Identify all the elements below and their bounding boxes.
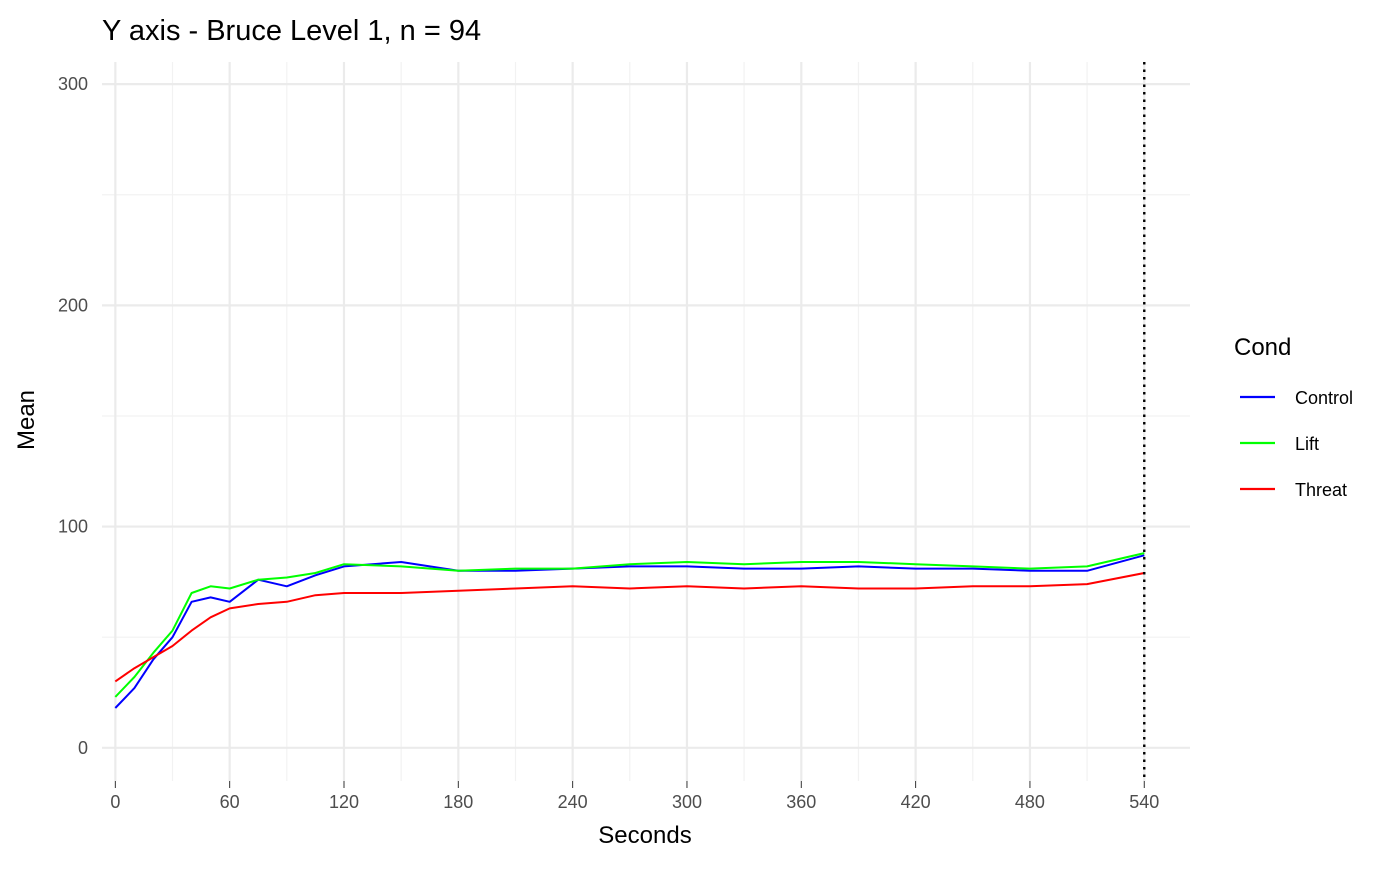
x-tick-label: 360 xyxy=(786,792,816,812)
series-lines xyxy=(114,552,1145,709)
grid xyxy=(102,62,1190,781)
legend: Cond Control Lift Threat xyxy=(1234,334,1353,500)
x-tick-label: 120 xyxy=(329,792,359,812)
x-tick-label: 480 xyxy=(1015,792,1045,812)
series-line-lift xyxy=(114,552,1145,698)
y-tick-label: 0 xyxy=(78,738,88,758)
x-tick-label: 60 xyxy=(220,792,240,812)
x-tick-label: 300 xyxy=(672,792,702,812)
y-tick-label: 300 xyxy=(58,74,88,94)
legend-title: Cond xyxy=(1234,334,1291,361)
x-axis-title: Seconds xyxy=(598,822,691,849)
series-line-threat xyxy=(114,572,1145,683)
axes: 0 100 200 300 0 60 120 180 240 300 360 420 480 540 xyxy=(58,74,1159,812)
x-tick-label: 540 xyxy=(1129,792,1159,812)
legend-label-lift: Lift xyxy=(1295,434,1319,454)
x-tick-label: 240 xyxy=(558,792,588,812)
y-tick-label: 100 xyxy=(58,517,88,537)
y-tick-label: 200 xyxy=(58,295,88,315)
legend-label-control: Control xyxy=(1295,388,1353,408)
chart-title: Y axis - Bruce Level 1, n = 94 xyxy=(102,15,481,47)
x-tick-label: 0 xyxy=(110,792,120,812)
x-tick-label: 420 xyxy=(901,792,931,812)
legend-label-threat: Threat xyxy=(1295,480,1347,500)
y-axis-title: Mean xyxy=(13,390,40,450)
x-tick-label: 180 xyxy=(443,792,473,812)
